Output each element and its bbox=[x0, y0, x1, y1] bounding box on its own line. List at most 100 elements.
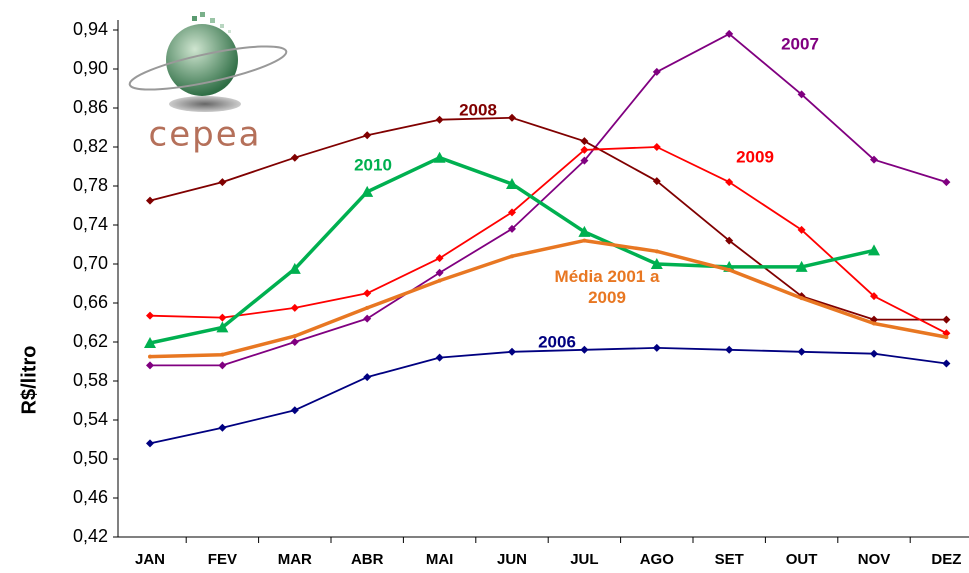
series-label: 2008 bbox=[459, 100, 497, 120]
marker bbox=[218, 178, 227, 187]
series-line bbox=[149, 116, 947, 321]
marker bbox=[216, 321, 229, 333]
marker bbox=[868, 244, 880, 256]
marker bbox=[288, 262, 301, 274]
series-label: 2009 bbox=[736, 147, 774, 167]
y-tick-label: 0,94 bbox=[73, 19, 108, 39]
marker bbox=[146, 439, 154, 448]
marker bbox=[437, 278, 442, 283]
x-tick-label: DEZ bbox=[931, 551, 961, 568]
marker bbox=[218, 423, 227, 432]
marker bbox=[727, 267, 732, 272]
y-tick-label: 0,74 bbox=[73, 214, 108, 234]
marker bbox=[797, 347, 806, 356]
y-tick-label: 0,50 bbox=[73, 448, 108, 468]
x-tick-label: NOV bbox=[858, 551, 891, 568]
marker bbox=[580, 345, 589, 354]
marker bbox=[146, 361, 154, 370]
marker bbox=[582, 238, 587, 243]
marker bbox=[795, 260, 808, 272]
marker bbox=[148, 354, 152, 359]
marker bbox=[435, 254, 444, 263]
series-label: Média 2001 a 2009 bbox=[554, 267, 660, 307]
x-tick-label: JUN bbox=[497, 551, 527, 568]
marker bbox=[725, 178, 734, 187]
x-tick-label: AGO bbox=[640, 551, 675, 568]
logo-text: CEPEA bbox=[149, 115, 262, 155]
y-tick-label: 0,66 bbox=[73, 292, 108, 312]
y-tick-label: 0,90 bbox=[73, 58, 108, 78]
y-tick-label: 0,42 bbox=[73, 526, 108, 546]
marker bbox=[650, 258, 663, 269]
series-label: 2007 bbox=[781, 34, 819, 54]
marker bbox=[510, 254, 514, 259]
series-label: 2006 bbox=[538, 332, 576, 352]
marker bbox=[508, 347, 516, 356]
x-tick-label: JUL bbox=[570, 551, 598, 568]
marker bbox=[435, 115, 444, 124]
marker bbox=[218, 361, 227, 370]
x-tick-label: FEV bbox=[208, 551, 237, 568]
series-line bbox=[149, 146, 947, 335]
marker bbox=[654, 249, 659, 254]
series-line bbox=[149, 238, 947, 359]
marker bbox=[290, 153, 299, 162]
y-axis-label: R$/litro bbox=[18, 346, 40, 415]
x-tick-label: ABR bbox=[351, 551, 384, 568]
marker bbox=[506, 178, 518, 190]
x-tick-label: MAR bbox=[278, 551, 312, 568]
marker bbox=[799, 296, 804, 301]
marker bbox=[652, 67, 661, 76]
marker bbox=[146, 196, 154, 205]
y-tick-label: 0,82 bbox=[73, 136, 108, 156]
marker bbox=[942, 315, 951, 324]
marker bbox=[942, 359, 951, 368]
x-tick-label: SET bbox=[715, 551, 744, 568]
y-tick-label: 0,62 bbox=[73, 331, 108, 351]
marker bbox=[433, 151, 446, 163]
marker bbox=[361, 185, 374, 197]
marker bbox=[580, 156, 589, 165]
marker bbox=[870, 349, 878, 358]
y-tick-label: 0,78 bbox=[73, 175, 108, 195]
marker bbox=[363, 373, 372, 382]
marker bbox=[725, 29, 734, 38]
marker bbox=[435, 353, 444, 362]
marker bbox=[220, 352, 225, 357]
marker bbox=[508, 113, 516, 122]
marker bbox=[435, 268, 444, 277]
marker bbox=[290, 338, 299, 346]
marker bbox=[363, 314, 372, 323]
marker bbox=[146, 311, 154, 320]
marker bbox=[363, 289, 372, 298]
marker bbox=[580, 137, 589, 146]
marker bbox=[872, 321, 876, 326]
marker bbox=[942, 178, 951, 187]
marker bbox=[363, 131, 372, 140]
y-tick-label: 0,70 bbox=[73, 253, 108, 273]
marker bbox=[652, 177, 661, 186]
marker bbox=[652, 343, 661, 352]
series-line bbox=[150, 33, 947, 367]
series-line bbox=[149, 347, 947, 445]
marker bbox=[508, 224, 516, 233]
marker bbox=[725, 236, 734, 245]
x-tick-label: OUT bbox=[786, 551, 818, 568]
x-tick-label: MAI bbox=[426, 551, 454, 568]
marker bbox=[580, 145, 589, 154]
series-label: 2010 bbox=[354, 155, 392, 175]
marker bbox=[652, 143, 661, 151]
marker bbox=[292, 334, 297, 339]
marker bbox=[578, 225, 591, 237]
marker bbox=[797, 225, 806, 234]
marker bbox=[144, 336, 156, 348]
marker bbox=[870, 155, 878, 164]
marker bbox=[365, 305, 370, 310]
marker bbox=[218, 313, 227, 322]
marker bbox=[944, 335, 949, 340]
marker bbox=[508, 208, 516, 217]
marker bbox=[290, 303, 299, 312]
marker bbox=[290, 406, 299, 415]
